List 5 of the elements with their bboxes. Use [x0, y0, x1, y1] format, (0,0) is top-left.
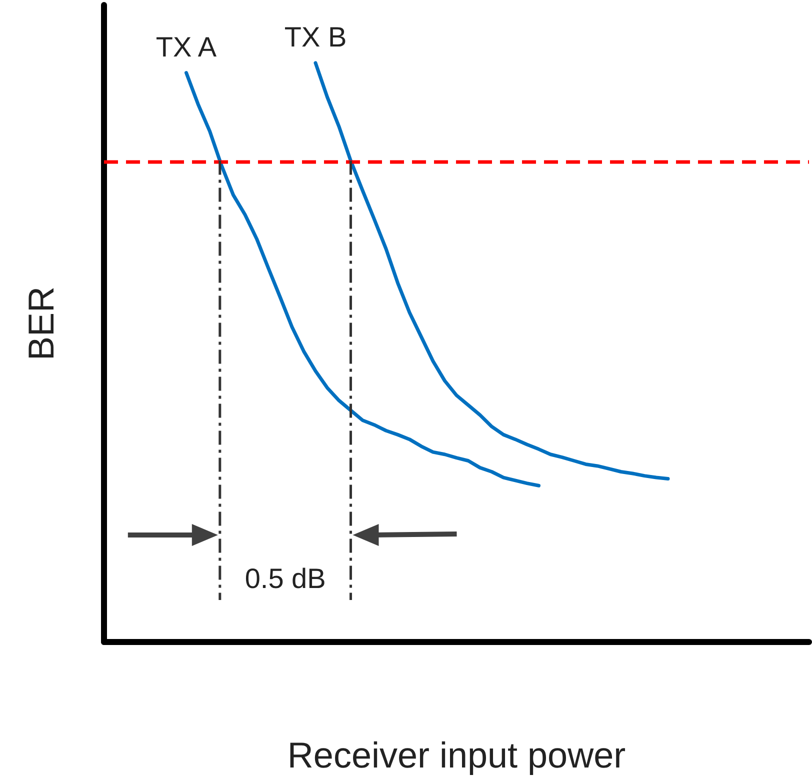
y-axis-title: BER — [20, 286, 62, 361]
series-label: TX B — [284, 21, 347, 52]
annotation: 0.5 dB — [244, 563, 326, 594]
x-axis-title: Receiver input power — [287, 734, 626, 776]
series-label: TX A — [156, 31, 217, 62]
